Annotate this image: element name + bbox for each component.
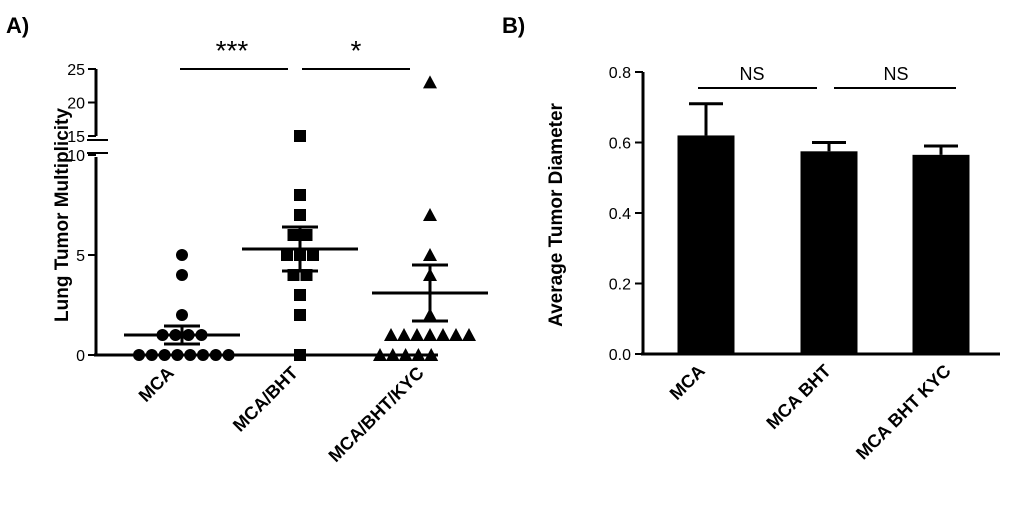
panel-a-label: A) — [6, 13, 29, 38]
panel-a-data-point — [133, 349, 145, 361]
panel-b-y-tick-label: 0.2 — [609, 277, 631, 294]
panel-a-data-point — [209, 349, 222, 361]
panel-b-category-label: MCA BHT — [762, 361, 834, 433]
panel-a-y-tick-label: 25 — [67, 62, 85, 79]
panel-a-data-point — [184, 349, 197, 361]
panel-a-data-point — [385, 348, 400, 361]
panel-a-y-axis-title: Lung Tumor Multiplicity — [52, 108, 73, 322]
panel-b-bar — [912, 154, 970, 354]
panel-a-data-point — [294, 209, 306, 221]
panel-b-plot: 0.0 0.2 0.4 0.6 0.8 MCA MCA BHT MCA BHT KYC NS NS — [609, 64, 1000, 463]
panel-a-data-point — [294, 309, 306, 321]
panel-a-y-tick-label: 10 — [67, 148, 85, 165]
panel-a-data-point — [411, 348, 426, 361]
panel-a-y-tick-label: 20 — [67, 96, 85, 113]
panel-a-data-point — [176, 249, 188, 261]
panel-a-data-point — [222, 349, 235, 361]
panel-a-data-point — [176, 309, 188, 321]
panel-b-category-label: MCA BHT KYC — [852, 361, 955, 464]
panel-a-category-label: MCA/BHT — [229, 363, 302, 436]
panel-a-data-point — [423, 248, 437, 261]
panel-a-data-point — [449, 328, 463, 341]
panel-a-data-point — [423, 208, 437, 221]
panel-a-data-point — [424, 348, 439, 361]
panel-b-bar — [800, 151, 858, 354]
panel-b-y-tick-label: 0.8 — [609, 65, 631, 82]
panel-a-data-point — [397, 328, 411, 341]
panel-a-data-point — [145, 349, 158, 361]
panel-a-data-point — [294, 349, 306, 361]
panel-a-data-point — [410, 328, 424, 341]
panel-a-data-point — [436, 328, 450, 341]
panel-a-data-point — [171, 349, 184, 361]
panel-a-category-label: MCA — [135, 363, 178, 406]
panel-a-data-point — [300, 229, 313, 241]
panel-a-data-point — [294, 189, 306, 201]
panel-a-y-tick-label: 15 — [67, 129, 85, 146]
panel-b-y-axis-title: Average Tumor Diameter — [546, 102, 567, 326]
panel-a-data-point — [158, 349, 171, 361]
panel-a-data-point — [294, 289, 306, 301]
panel-a-y-tick-label: 0 — [76, 348, 85, 365]
panel-a-data-point — [281, 249, 293, 261]
panel-b-category-label: MCA — [666, 361, 709, 404]
panel-b-significance-label: NS — [739, 64, 764, 84]
panel-a-data-point — [176, 269, 188, 281]
panel-a-y-tick-label: 5 — [76, 248, 85, 265]
panel-a-data-point — [462, 328, 476, 341]
panel-a-significance-label: * — [351, 35, 362, 66]
panel-b-y-tick-label: 0.0 — [609, 347, 631, 364]
panel-a-significance-label: *** — [216, 35, 249, 66]
panel-b-label: B) — [502, 13, 525, 38]
panel-b-y-tick-label: 0.6 — [609, 136, 631, 153]
panel-a-data-point — [423, 75, 437, 89]
panel-a-data-point — [423, 328, 437, 341]
panel-b-significance-label: NS — [883, 64, 908, 84]
panel-a-data-point — [307, 249, 319, 261]
panel-b-y-tick-label: 0.4 — [609, 206, 631, 223]
panel-a-data-point — [373, 348, 387, 361]
panel-a-data-point — [384, 328, 398, 341]
panel-a-data-point — [294, 130, 306, 142]
panel-a-data-point — [197, 349, 209, 361]
panel-b-bar — [677, 135, 735, 354]
panel-a-category-label: MCA/BHT/KYC — [325, 363, 428, 466]
panel-a-data-point — [398, 348, 413, 361]
panel-a-data-point — [287, 229, 300, 241]
